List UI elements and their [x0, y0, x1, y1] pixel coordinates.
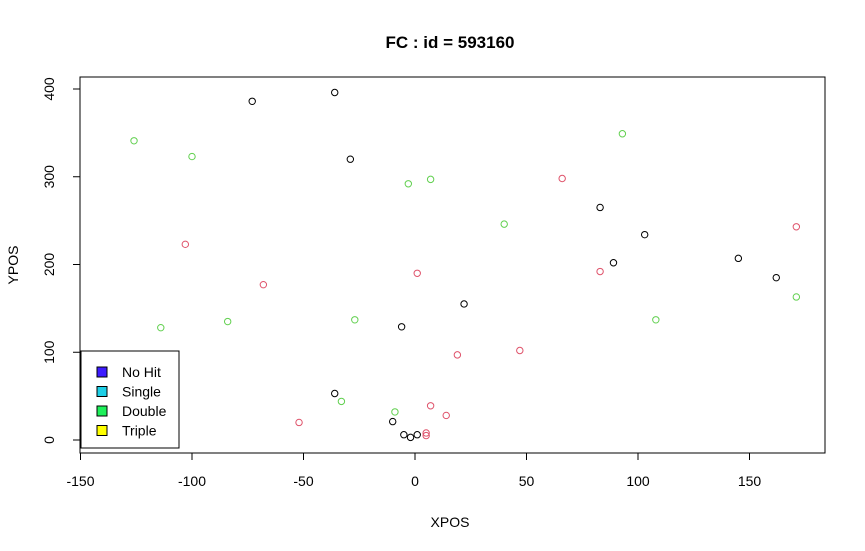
y-axis-label: YPOS — [5, 246, 21, 285]
data-point-green — [223, 317, 232, 326]
chart-title: FC : id = 593160 — [386, 33, 515, 52]
y-tick-label: 300 — [41, 165, 57, 189]
legend-swatch — [96, 386, 108, 397]
data-point-black — [331, 389, 339, 398]
data-point-red — [596, 267, 604, 276]
x-tick-label: 150 — [738, 473, 762, 489]
data-point-red — [453, 351, 462, 359]
legend: No Hit Single Double Triple — [80, 350, 180, 449]
legend-label: Double — [122, 403, 167, 419]
legend-swatch — [96, 366, 108, 378]
data-point-red — [422, 431, 430, 440]
data-point-black — [406, 433, 415, 442]
y-tick-label: 400 — [41, 77, 57, 101]
data-point-black — [346, 155, 355, 163]
data-point-black — [248, 97, 256, 105]
data-point-green — [130, 137, 138, 145]
x-tick-label: -100 — [178, 473, 206, 489]
data-point-red — [295, 418, 303, 427]
legend-label: Single — [122, 384, 161, 400]
y-axis: 0 100 200 300 400 — [41, 77, 81, 444]
data-point-black — [772, 273, 780, 282]
data-point-black — [389, 417, 397, 426]
data-point-red — [259, 280, 268, 289]
legend-swatch — [96, 425, 108, 436]
x-tick-label: 100 — [626, 473, 650, 489]
legend-label: Triple — [122, 423, 157, 439]
data-point-black — [734, 254, 743, 263]
data-point-green — [618, 130, 627, 138]
data-point-green — [652, 316, 660, 324]
plot-area-frame — [79, 76, 826, 454]
y-tick-label: 200 — [41, 253, 57, 277]
x-tick-label: 0 — [411, 473, 419, 489]
data-point-black — [609, 259, 618, 267]
x-axis-label: XPOS — [431, 514, 470, 530]
x-tick-label: -150 — [66, 473, 94, 489]
data-point-red — [181, 240, 190, 249]
data-point-green — [426, 175, 435, 184]
data-point-red — [442, 411, 450, 420]
legend-label: No Hit — [122, 364, 161, 380]
legend-swatch — [96, 405, 108, 417]
data-point-red — [422, 429, 430, 437]
data-point-red — [516, 346, 524, 355]
y-tick-label: 100 — [41, 340, 57, 364]
data-point-red — [426, 402, 435, 410]
data-point-green — [157, 323, 165, 332]
data-point-green — [404, 180, 413, 188]
x-tick-label: 50 — [519, 473, 535, 489]
x-tick-label: -50 — [293, 473, 313, 489]
data-point-black — [331, 88, 339, 97]
data-point-black — [397, 323, 406, 331]
data-point-green — [188, 152, 196, 161]
data-point-green — [391, 408, 399, 416]
data-points — [130, 88, 801, 442]
data-point-black — [640, 230, 649, 239]
x-axis: -150 -100 -50 0 50 100 150 — [66, 452, 762, 489]
data-point-red — [792, 223, 801, 231]
data-point-green — [351, 316, 359, 324]
data-point-red — [558, 174, 566, 183]
data-point-green — [792, 293, 801, 301]
data-point-black — [596, 203, 604, 212]
data-point-green — [500, 220, 508, 228]
data-point-black — [460, 300, 468, 308]
data-point-black — [413, 431, 421, 439]
data-point-black — [400, 431, 408, 439]
data-point-green — [337, 397, 346, 406]
y-tick-label: 0 — [41, 436, 57, 444]
data-point-red — [413, 269, 421, 277]
